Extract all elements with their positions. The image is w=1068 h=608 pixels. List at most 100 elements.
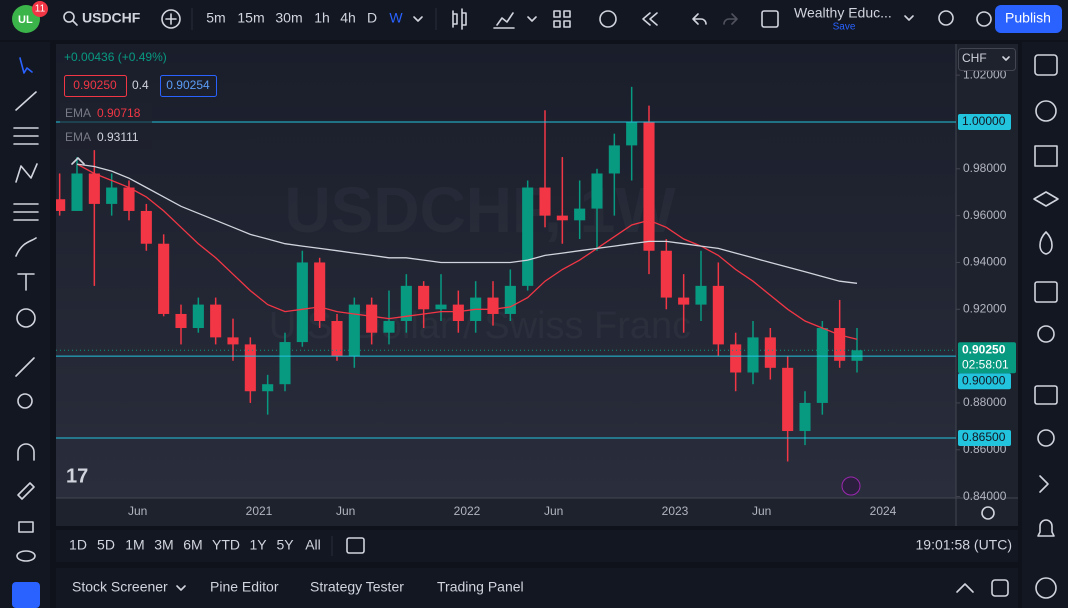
notifications-icon[interactable] (1037, 519, 1055, 537)
settings-icon[interactable] (976, 11, 992, 27)
range-button[interactable]: 5Y (276, 537, 294, 553)
interval[interactable]: 15m (237, 10, 264, 26)
interval-dropdown[interactable] (413, 16, 423, 22)
axis-settings[interactable] (981, 506, 995, 520)
range-button[interactable]: YTD (212, 537, 240, 553)
y-tick-label: 0.94000 (963, 255, 1007, 269)
interval[interactable]: D (367, 10, 377, 26)
chart-pane[interactable] (56, 44, 956, 498)
flash-icon[interactable] (841, 476, 861, 496)
range-button[interactable]: All (305, 537, 321, 553)
alert-icon[interactable] (599, 10, 617, 28)
zoom-tool[interactable] (17, 393, 33, 409)
indicator-legend-bg (60, 103, 152, 125)
indicators-dropdown[interactable] (527, 16, 537, 22)
left-toolbar (0, 42, 50, 608)
ruler-tool[interactable] (15, 357, 35, 377)
hide-tool[interactable] (16, 550, 36, 562)
publish-label: Publish (1005, 10, 1051, 26)
publish-button[interactable] (995, 5, 1062, 33)
replay-icon[interactable] (642, 12, 658, 26)
quick-search-icon[interactable] (938, 10, 954, 26)
range-button[interactable]: 1M (125, 537, 144, 553)
avatar-initials: UL (18, 14, 33, 26)
range-button[interactable]: 5D (97, 537, 115, 553)
symbol[interactable]: USDCHF (82, 10, 141, 26)
brush-tool[interactable] (15, 237, 37, 257)
indicator-name[interactable]: EMA (65, 130, 91, 144)
screener-dropdown[interactable] (176, 585, 186, 591)
trendline-tool[interactable] (15, 91, 37, 111)
currency-box[interactable] (958, 48, 1016, 71)
playback-icon[interactable] (1039, 475, 1049, 493)
cursor-tool[interactable] (19, 57, 33, 74)
indicators-icon[interactable] (493, 12, 515, 29)
watchlist-icon[interactable] (1034, 54, 1058, 76)
maximize-panel[interactable] (991, 579, 1009, 597)
bid-box[interactable] (64, 75, 127, 97)
compare-icon[interactable] (161, 9, 181, 29)
ask-box[interactable] (160, 75, 217, 97)
alerts-icon[interactable] (1035, 100, 1057, 122)
panel-tab[interactable]: Trading Panel (437, 579, 524, 595)
help-icon[interactable] (1035, 577, 1057, 599)
right-toolbar (1022, 42, 1068, 608)
stay-drawing-tool[interactable] (17, 482, 35, 500)
x-tick-label: 2022 (454, 504, 481, 518)
collapse-legend[interactable] (71, 157, 85, 165)
currency[interactable]: CHF (962, 51, 987, 65)
compare-icon (165, 13, 177, 25)
link-tool[interactable] (12, 582, 40, 608)
layers-icon[interactable] (1033, 191, 1059, 207)
chart-type-icon[interactable] (452, 8, 467, 30)
range-button[interactable]: 6M (183, 537, 202, 553)
candle-body (227, 337, 239, 345)
expand-panel[interactable] (956, 583, 974, 593)
clock[interactable]: 19:01:58 (UTC) (916, 537, 1012, 553)
candle-body (574, 208, 586, 221)
calendar-icon[interactable] (1034, 281, 1058, 303)
interval[interactable]: 4h (340, 10, 356, 26)
forecast-tool[interactable] (13, 203, 39, 221)
y-tick-label: 0.92000 (963, 301, 1007, 315)
panel-tab[interactable]: Pine Editor (210, 579, 279, 595)
layout-dropdown[interactable] (904, 15, 914, 21)
hotlist-icon[interactable] (1039, 231, 1053, 255)
plot (56, 86, 863, 462)
candle-body (626, 121, 638, 146)
panel-tab[interactable]: Stock Screener (72, 579, 168, 595)
lock-tool[interactable] (18, 521, 34, 533)
range-button[interactable]: 1D (69, 537, 87, 553)
layout-name[interactable]: Wealthy Educ... (794, 5, 892, 21)
layouts-icon[interactable] (553, 10, 571, 28)
interval[interactable]: 1h (314, 10, 330, 26)
panel-tab[interactable]: Strategy Tester (310, 579, 404, 595)
change: +0.00436 (+0.49%) (64, 50, 167, 64)
fib-tool[interactable] (13, 127, 39, 145)
ema-line (76, 163, 858, 284)
indicator-name[interactable]: EMA (65, 106, 91, 120)
ideas-icon[interactable] (1037, 325, 1055, 343)
save-label[interactable]: Save (833, 22, 856, 33)
magnet-tool[interactable] (17, 443, 35, 461)
pattern-tool[interactable] (15, 163, 38, 183)
level-label: 0.90000 (962, 373, 1006, 387)
range-button[interactable]: 3M (154, 537, 173, 553)
candle-body (487, 297, 499, 314)
search-icon[interactable] (63, 11, 75, 23)
undo-icon[interactable] (692, 13, 707, 25)
data-window-icon[interactable] (1034, 145, 1058, 167)
time-axis[interactable] (56, 498, 1018, 526)
layout-icon[interactable] (761, 10, 779, 28)
interval[interactable]: 5m (206, 10, 225, 26)
date-range-icon[interactable] (346, 537, 365, 554)
interval[interactable]: W (389, 10, 403, 26)
stream-icon[interactable] (1037, 429, 1055, 447)
chat-icon[interactable] (1034, 385, 1058, 405)
range-button[interactable]: 1Y (249, 537, 267, 553)
interval[interactable]: 30m (275, 10, 302, 26)
candle-body (712, 285, 724, 345)
emoji-tool[interactable] (16, 308, 36, 328)
text-tool[interactable] (17, 273, 35, 291)
candle-body (158, 243, 170, 314)
